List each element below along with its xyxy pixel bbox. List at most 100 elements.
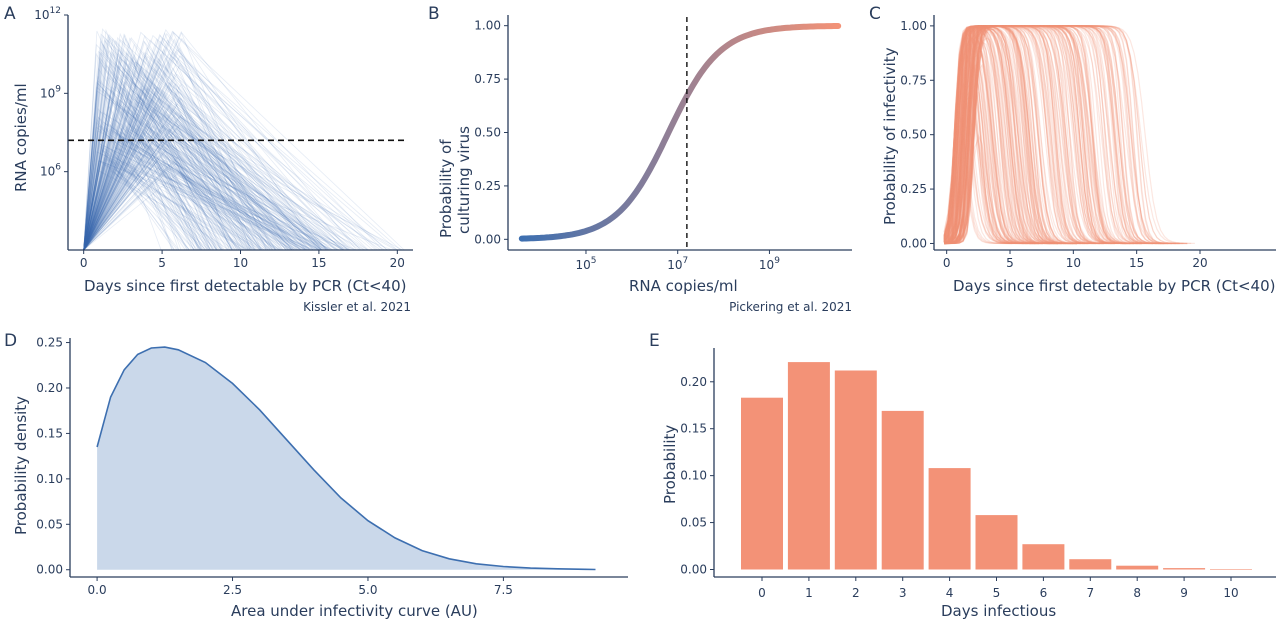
x-tick-label: 3 <box>899 586 907 600</box>
infectivity-curve <box>943 25 1093 244</box>
y-tick-label: 109 <box>40 84 61 100</box>
infectivity-curve <box>943 103 1017 245</box>
x-tick-label: 2.5 <box>223 583 242 597</box>
infectivity-curve <box>943 25 1138 244</box>
trajectory-line <box>83 38 252 251</box>
x-tick-label: 20 <box>390 256 405 270</box>
y-tick-label: 0.15 <box>680 422 707 436</box>
bar-3 <box>881 410 924 570</box>
infectivity-curve <box>944 25 1154 245</box>
x-tick-label: 107 <box>667 256 688 272</box>
y-tick-label: 0.75 <box>900 73 927 87</box>
y-tick-label: 106 <box>40 163 61 179</box>
infectivity-curve <box>943 30 1040 244</box>
trajectory-line <box>83 39 299 251</box>
y-tick-label: 1.00 <box>900 19 927 33</box>
trajectory-line <box>83 124 210 251</box>
trajectory-line <box>83 94 276 251</box>
infectivity-curve <box>944 41 1051 244</box>
infectivity-curve <box>943 136 1013 245</box>
infectivity-curve <box>944 25 1131 245</box>
infectivity-curve <box>943 25 1131 245</box>
infectivity-curve <box>943 36 1036 245</box>
y-tick-label: 0.15 <box>36 426 63 440</box>
trajectory-line <box>83 160 218 251</box>
infectivity-curve <box>944 25 1138 244</box>
trajectory-line <box>83 160 335 251</box>
trajectory-line <box>83 61 348 251</box>
panel-b-x-axis-title: RNA copies/ml <box>629 277 738 295</box>
trajectory-line <box>83 88 238 251</box>
infectivity-curve <box>944 25 1112 244</box>
trajectory-line <box>83 30 192 251</box>
trajectory-line <box>83 128 293 251</box>
trajectory-line <box>83 138 320 251</box>
infectivity-curve <box>944 25 1089 245</box>
trajectory-line <box>83 84 257 251</box>
trajectory-line <box>83 90 315 251</box>
trajectory-line <box>83 140 328 251</box>
trajectory-line <box>83 113 323 251</box>
infectivity-curve <box>944 25 1097 245</box>
trajectory-line <box>83 106 271 251</box>
infectivity-curve <box>943 25 1157 244</box>
trajectory-line <box>83 51 311 251</box>
infectivity-curve <box>943 25 1100 244</box>
trajectory-line <box>83 69 284 251</box>
trajectory-line <box>83 64 261 251</box>
trajectory-line <box>83 169 249 251</box>
trajectory-line <box>83 140 269 251</box>
infectivity-curve <box>943 25 1059 245</box>
infectivity-curve <box>943 25 1066 245</box>
trajectory-line <box>83 112 233 251</box>
trajectory-line <box>83 118 240 251</box>
trajectory-line <box>83 63 173 251</box>
trajectory-line <box>83 33 271 251</box>
infectivity-curve <box>943 25 1135 245</box>
trajectory-line <box>83 39 356 251</box>
trajectory-line <box>83 123 278 251</box>
trajectory-line <box>83 32 383 251</box>
trajectory-line <box>83 86 330 251</box>
trajectory-line <box>83 52 287 251</box>
trajectory-line <box>83 127 251 251</box>
infectivity-curve <box>944 62 1032 245</box>
trajectory-line <box>83 143 261 251</box>
trajectory-line <box>83 112 188 251</box>
infectivity-curve <box>943 25 1169 245</box>
trajectory-line <box>83 161 265 251</box>
trajectory-line <box>83 82 252 251</box>
trajectory-line <box>83 76 333 251</box>
panel-e-axes: 0 1 2 3 4 5 6 7 8 9 10 0.00 0.05 0.10 0.15 0.20 <box>680 348 1276 600</box>
infectivity-curve <box>944 64 1032 245</box>
trajectory-line <box>83 98 248 251</box>
infectivity-curve <box>943 46 1028 245</box>
trajectory-line <box>83 44 200 251</box>
trajectory-line <box>83 156 345 251</box>
infectivity-curve <box>944 25 1142 245</box>
density-area <box>97 347 596 570</box>
infectivity-curve <box>943 91 1021 245</box>
trajectory-line <box>83 67 214 251</box>
infectivity-curve <box>943 25 1138 244</box>
trajectory-line <box>83 65 240 251</box>
infectivity-curve <box>944 25 1127 244</box>
infectivity-curve <box>943 25 1138 245</box>
infectivity-curve <box>943 25 1085 245</box>
panel-d: D 0.0 2.5 5.0 7.5 0.00 0.05 0.10 0.15 0.20 0.25 A… <box>4 331 628 620</box>
trajectory-line <box>83 125 338 251</box>
infectivity-curve <box>943 26 1062 244</box>
trajectory-line <box>83 67 324 251</box>
y-tick-label: 0.25 <box>900 182 927 196</box>
infectivity-curve <box>944 37 1047 244</box>
infectivity-curve <box>943 25 1059 245</box>
infectivity-curve <box>944 63 1040 244</box>
x-tick-label: 5 <box>993 586 1001 600</box>
trajectory-line <box>83 60 245 251</box>
trajectory-line <box>83 126 256 251</box>
infectivity-curve <box>944 25 1100 244</box>
infectivity-curve <box>944 25 1104 245</box>
trajectory-line <box>83 28 296 251</box>
y-tick-label: 0.00 <box>680 562 707 576</box>
